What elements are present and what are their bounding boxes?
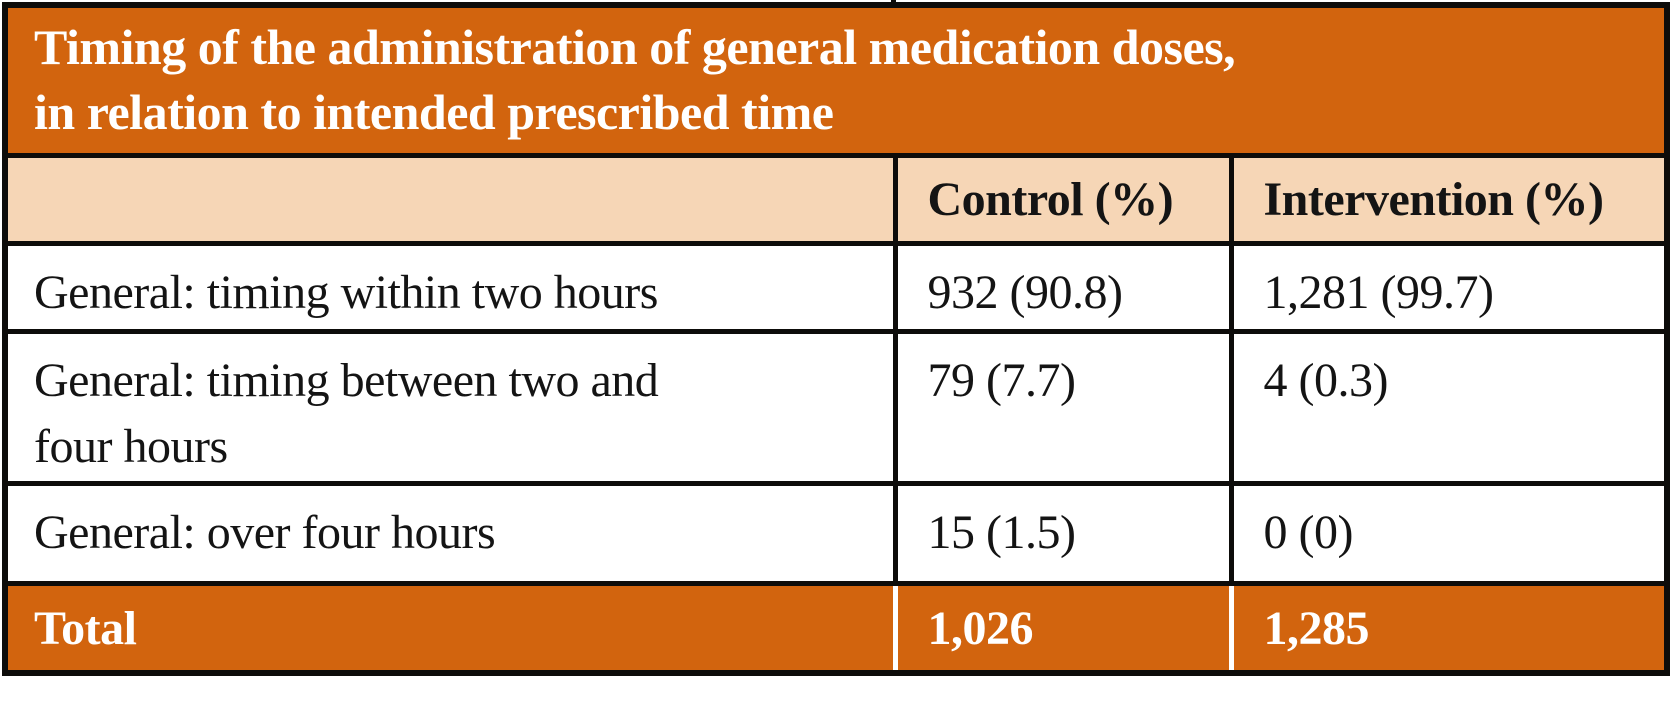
row-intervention-value: 4 (0.3): [1228, 328, 1670, 486]
total-label: Total: [2, 580, 898, 676]
header-empty-cell: [2, 152, 898, 246]
header-control: Control (%): [892, 152, 1234, 246]
table-row-over-four-hours: General: over four hours 15 (1.5) 0 (0): [2, 480, 1670, 586]
row-label: General: over four hours: [2, 480, 898, 586]
table-row-between-two-and-four-hours: General: timing between two and four hou…: [2, 328, 1670, 486]
row-control-value: 932 (90.8): [892, 240, 1234, 334]
table-title-row: Timing of the administration of general …: [2, 2, 1670, 158]
table-header-row: Control (%) Intervention (%): [2, 152, 1670, 246]
table-total-row: Total 1,026 1,285: [2, 580, 1670, 676]
table-row-within-two-hours: General: timing within two hours 932 (90…: [2, 240, 1670, 334]
table-title: Timing of the administration of general …: [2, 2, 1670, 158]
medication-timing-table: Timing of the administration of general …: [2, 2, 1670, 677]
total-intervention-value: 1,285: [1228, 580, 1670, 676]
row-intervention-value: 0 (0): [1228, 480, 1670, 586]
row-control-value: 79 (7.7): [892, 328, 1234, 486]
row-control-value: 15 (1.5): [892, 480, 1234, 586]
row-intervention-value: 1,281 (99.7): [1228, 240, 1670, 334]
total-control-value: 1,026: [892, 580, 1234, 676]
header-intervention: Intervention (%): [1228, 152, 1670, 246]
row-label: General: timing between two and four hou…: [2, 328, 898, 486]
row-label: General: timing within two hours: [2, 240, 898, 334]
